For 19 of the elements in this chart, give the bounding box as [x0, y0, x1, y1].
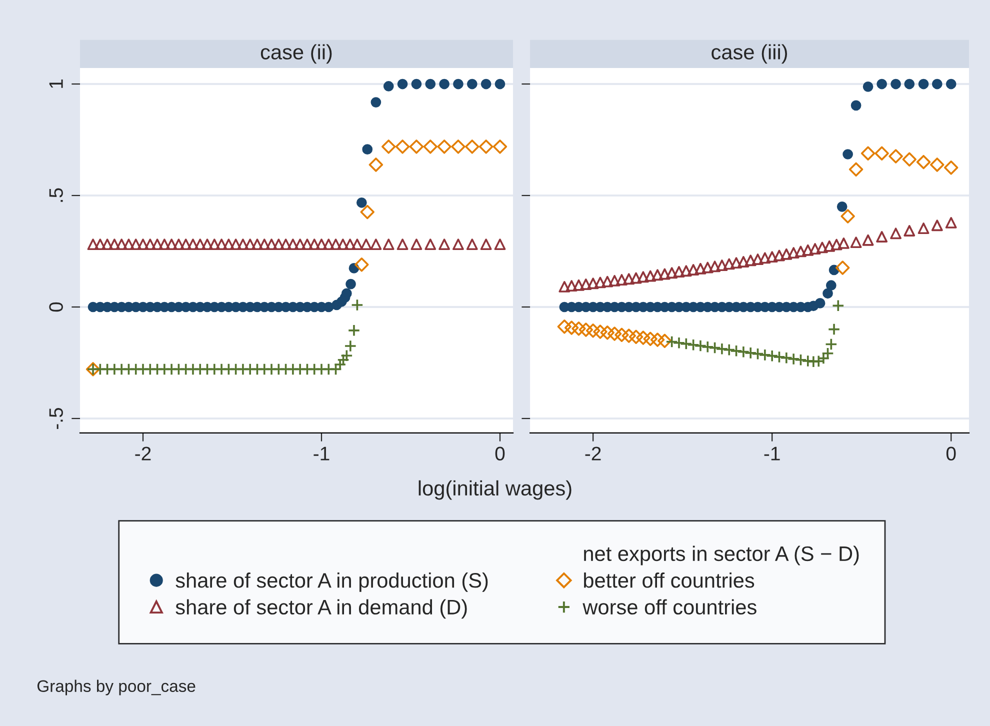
y-tick-label: 0: [49, 302, 63, 312]
legend-label: share of sector A in production (S): [176, 572, 488, 592]
y-tick-label: .5: [49, 188, 63, 202]
x-axis-title: log(initial wages): [418, 480, 572, 500]
legend-label: worse off countries: [582, 599, 756, 615]
y-tick-label: 1: [49, 80, 63, 88]
x-tick-label: -2: [585, 446, 601, 460]
x-tick-label: -1: [314, 446, 330, 460]
text: Graphs by poor_case: [37, 680, 196, 696]
y-tick-label: -.5: [49, 408, 63, 429]
legend-label: share of sector A in demand (D): [176, 599, 467, 619]
legend-title: net exports in sector A (S − D): [584, 546, 859, 566]
x-tick-label: -2: [135, 446, 151, 460]
x-tick-label: -1: [764, 446, 780, 460]
chart-title: case (ii): [260, 44, 332, 64]
x-tick-label: 0: [495, 446, 505, 460]
legend-label: better off countries: [584, 572, 754, 588]
x-tick-label: 0: [946, 446, 956, 460]
chart-title: case (iii): [712, 44, 788, 64]
